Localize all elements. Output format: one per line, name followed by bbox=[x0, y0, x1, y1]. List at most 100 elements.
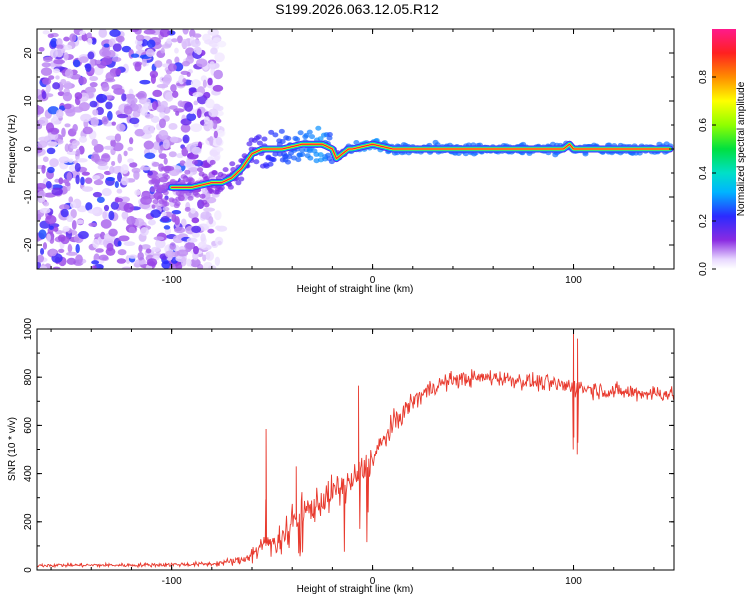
noise-blob bbox=[151, 246, 161, 253]
noise-blob bbox=[129, 137, 134, 145]
noise-blob bbox=[62, 91, 73, 102]
noise-blob bbox=[55, 109, 64, 119]
noise-blob bbox=[80, 113, 92, 123]
noise-blob bbox=[66, 150, 78, 155]
noise-blob bbox=[68, 196, 74, 204]
noise-blob bbox=[111, 56, 122, 62]
ridge-halo bbox=[299, 147, 306, 153]
spectrogram-ridge bbox=[148, 125, 674, 212]
noise-blob bbox=[51, 187, 63, 196]
noise-blob bbox=[190, 258, 201, 268]
noise-blob bbox=[158, 129, 169, 140]
noise-blob bbox=[214, 155, 220, 161]
ridge-halo bbox=[238, 176, 245, 182]
noise-blob bbox=[40, 248, 45, 255]
ridge-band bbox=[170, 143, 671, 189]
noise-blob bbox=[155, 238, 166, 249]
ridge-halo bbox=[267, 161, 274, 167]
noise-blob bbox=[147, 219, 156, 226]
ridge-halo bbox=[278, 128, 285, 134]
noise-blob bbox=[121, 211, 129, 220]
ridge-halo bbox=[317, 136, 324, 142]
noise-blob bbox=[214, 236, 224, 246]
noise-blob bbox=[146, 258, 158, 267]
noise-blob bbox=[121, 45, 132, 53]
ridge-halo bbox=[313, 151, 320, 157]
noise-blob bbox=[134, 259, 147, 265]
snr-series-line bbox=[37, 329, 674, 569]
noise-blob bbox=[55, 44, 64, 50]
ridge-halo bbox=[299, 151, 306, 157]
snr-ylabel: SNR (10 * v/v) bbox=[7, 417, 18, 481]
noise-blob bbox=[58, 156, 70, 164]
ridge-halo bbox=[326, 131, 333, 137]
noise-blob bbox=[207, 29, 219, 36]
noise-blob bbox=[91, 265, 97, 269]
noise-blob bbox=[129, 162, 138, 168]
noise-blob bbox=[123, 105, 133, 115]
ridge-halo bbox=[268, 129, 275, 135]
ridge-halo bbox=[285, 135, 292, 141]
colorbar-label: Normalized spectral amplitude bbox=[736, 81, 747, 216]
noise-blob bbox=[147, 39, 156, 49]
noise-blob bbox=[169, 242, 176, 250]
noise-blob bbox=[49, 158, 59, 168]
noise-blob bbox=[55, 75, 60, 80]
noise-blob bbox=[186, 113, 197, 122]
noise-blob bbox=[75, 174, 80, 185]
noise-blob bbox=[71, 140, 80, 147]
noise-blob bbox=[114, 133, 122, 142]
ridge-halo bbox=[227, 184, 234, 190]
noise-blob bbox=[143, 140, 154, 150]
noise-blob bbox=[182, 78, 187, 83]
ridge-halo bbox=[208, 188, 215, 194]
noise-blob bbox=[106, 243, 114, 252]
noise-blob bbox=[172, 90, 179, 98]
noise-blob bbox=[95, 248, 104, 253]
noise-blob bbox=[166, 38, 173, 44]
noise-blob bbox=[134, 61, 142, 72]
noise-blob bbox=[100, 219, 112, 229]
noise-blob bbox=[45, 122, 55, 133]
noise-blob bbox=[111, 121, 116, 126]
noise-blob bbox=[213, 130, 218, 139]
noise-blob bbox=[116, 123, 126, 132]
noise-blob bbox=[40, 67, 53, 76]
noise-blob bbox=[128, 226, 136, 233]
ridge-halo bbox=[152, 199, 159, 205]
noise-blob bbox=[190, 207, 196, 214]
x-tick-label: 0 bbox=[370, 275, 376, 286]
noise-blob bbox=[127, 158, 134, 164]
noise-blob bbox=[174, 216, 180, 226]
noise-blob bbox=[203, 91, 211, 99]
noise-blob bbox=[43, 56, 53, 63]
noise-blob bbox=[144, 152, 156, 159]
noise-blob bbox=[192, 92, 204, 98]
colorbar-ticks: 0.0 0.2 0.4 0.6 0.8 bbox=[698, 70, 716, 276]
noise-blob bbox=[208, 108, 219, 118]
noise-blob bbox=[115, 68, 122, 76]
x-tick-label: 0 bbox=[370, 576, 376, 587]
noise-blob bbox=[159, 29, 170, 38]
noise-blob bbox=[72, 124, 78, 133]
noise-blob bbox=[200, 211, 212, 220]
noise-blob bbox=[45, 83, 51, 93]
noise-blob bbox=[108, 228, 118, 237]
ridge-halo bbox=[317, 152, 324, 158]
noise-blob bbox=[71, 220, 77, 230]
noise-blob bbox=[121, 266, 132, 269]
x-tick-label: -100 bbox=[162, 576, 182, 587]
ridge-halo bbox=[322, 156, 329, 162]
noise-blob bbox=[209, 135, 214, 146]
ridge-halo bbox=[174, 201, 181, 207]
noise-blob bbox=[41, 90, 47, 100]
snr-xlabel: Height of straight line (km) bbox=[297, 584, 414, 595]
ridge-halo bbox=[353, 139, 360, 145]
noise-blob bbox=[196, 108, 202, 119]
ridge-halo bbox=[309, 134, 316, 140]
noise-blob bbox=[98, 254, 109, 261]
noise-blob bbox=[101, 187, 112, 197]
ridge-halo bbox=[163, 201, 170, 207]
noise-blob bbox=[115, 35, 125, 43]
noise-blob bbox=[111, 160, 116, 166]
